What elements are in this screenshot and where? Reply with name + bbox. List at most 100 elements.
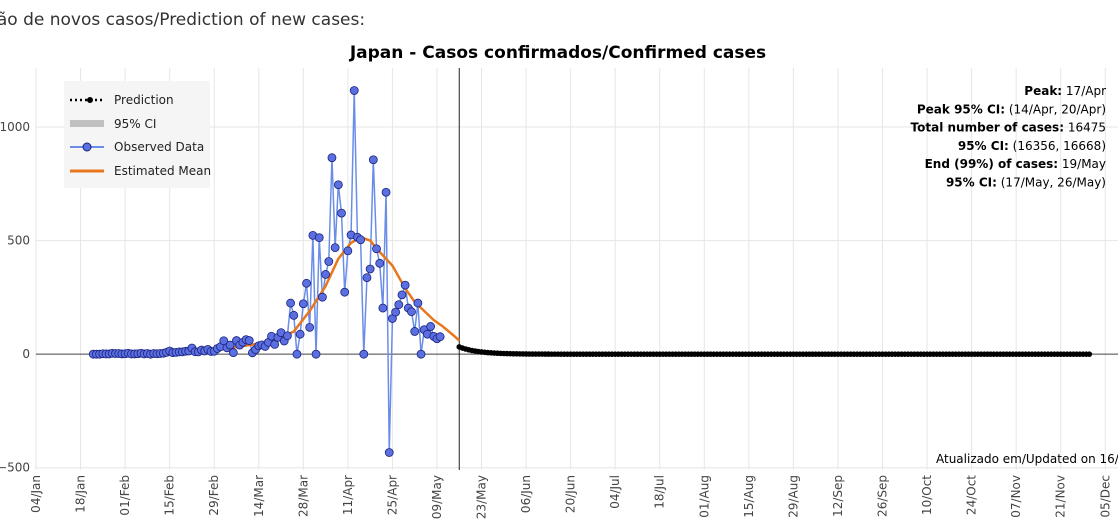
- observed-point: [311, 349, 321, 359]
- observed-point: [292, 349, 302, 359]
- legend-label: Estimated Mean: [114, 164, 211, 178]
- x-tick-label: 28/Mar: [296, 475, 310, 517]
- observed-point: [378, 303, 388, 313]
- x-tick-label: 15/Aug: [742, 475, 756, 518]
- observed-point: [283, 331, 292, 341]
- observed-point: [435, 332, 445, 342]
- x-tick-label: 06/Jun: [519, 475, 533, 513]
- x-tick-label: 10/Oct: [920, 475, 934, 515]
- observed-point: [302, 278, 311, 288]
- x-tick-label: 07/Nov: [1009, 475, 1023, 518]
- observed-point: [407, 307, 416, 317]
- observed-point: [244, 336, 254, 345]
- x-tick-label: 04/Jul: [608, 475, 622, 509]
- x-tick-label: 24/Oct: [965, 475, 979, 515]
- x-tick-label: 05/Dec: [1098, 475, 1112, 518]
- legend-item-estimated: Estimated Mean: [70, 164, 211, 178]
- prediction-point: [1086, 351, 1093, 357]
- observed-point: [343, 246, 353, 256]
- x-tick-label: 23/May: [475, 475, 489, 519]
- legend: Prediction 95% CI Observed Data Estimate…: [64, 81, 211, 188]
- legend-label: Observed Data: [114, 140, 204, 154]
- legend-label: Prediction: [114, 93, 174, 107]
- updated-text: Atualizado em/Updated on 16/Ma: [936, 452, 1118, 466]
- observed-point: [337, 208, 346, 218]
- observed-point: [298, 299, 308, 309]
- x-tick-label: 09/May: [430, 475, 444, 519]
- x-tick-label: 15/Feb: [163, 475, 177, 516]
- x-axis: 04/Jan 18/Jan 01/Feb 15/Feb 29/Feb 14/Mar 28/M…: [29, 475, 1112, 519]
- observed-point: [400, 280, 410, 290]
- observed-point: [365, 264, 375, 274]
- observed-point: [394, 300, 404, 310]
- observed-point: [397, 290, 407, 300]
- info-label: 95% CI:: [946, 176, 997, 190]
- ci-swatch: [70, 120, 104, 127]
- observed-point: [384, 448, 394, 457]
- x-tick-label: 14/Mar: [252, 475, 266, 517]
- observed-point: [327, 153, 337, 163]
- x-tick-label: 11/Apr: [341, 475, 355, 515]
- info-line: Total number of cases: 16475: [911, 121, 1106, 135]
- observed-point: [381, 187, 391, 197]
- observed-point: [270, 340, 280, 349]
- observed-point: [368, 155, 378, 165]
- legend-label: 95% CI: [114, 117, 156, 131]
- observed-point: [413, 298, 423, 308]
- x-tick-label: 18/Jul: [653, 475, 667, 509]
- x-tick-label: 01/Feb: [118, 475, 132, 516]
- observed-point: [314, 233, 324, 243]
- observed-point: [219, 336, 229, 346]
- x-tick-label: 12/Sep: [831, 475, 845, 517]
- y-tick-label: 1000: [0, 120, 30, 134]
- observed-point: [356, 235, 366, 245]
- info-label: Total number of cases:: [911, 121, 1064, 135]
- info-line: End (99%) of cases: 19/May: [925, 157, 1106, 171]
- info-value: 19/May: [1058, 157, 1106, 171]
- observed-point: [416, 349, 426, 359]
- info-line: 95% CI: (16356, 16668): [958, 139, 1106, 153]
- info-value: 16475: [1064, 121, 1106, 135]
- y-tick-label: 0: [22, 347, 30, 361]
- observed-point: [349, 86, 359, 95]
- info-value: (16356, 16668): [1009, 139, 1106, 153]
- observed-point: [305, 322, 315, 332]
- x-tick-label: 25/Apr: [385, 475, 399, 515]
- info-value: (14/Apr, 20/Apr): [1005, 102, 1106, 116]
- y-axis: −500 0 500 1000: [0, 120, 30, 475]
- legend-item-ci: 95% CI: [70, 117, 156, 131]
- y-tick-label: 500: [7, 234, 30, 248]
- observed-point: [359, 349, 369, 359]
- x-tick-label: 29/Aug: [786, 475, 800, 518]
- info-label: Peak:: [1024, 84, 1062, 98]
- observed-point: [295, 329, 305, 339]
- x-tick-label: 01/Aug: [697, 475, 711, 518]
- observed-point: [289, 310, 299, 320]
- gridlines: [35, 68, 1118, 470]
- observed-point: [362, 273, 372, 283]
- info-label: End (99%) of cases:: [925, 157, 1058, 171]
- observed-point: [324, 257, 334, 266]
- y-tick-label: −500: [0, 461, 30, 475]
- section-heading: são de novos casos/Prediction of new cas…: [0, 10, 366, 30]
- observed-point: [330, 243, 340, 253]
- observed-point: [318, 292, 327, 302]
- chart-title: Japan - Casos confirmados/Confirmed case…: [349, 43, 766, 63]
- observed-point: [321, 270, 330, 279]
- info-label: 95% CI:: [958, 139, 1009, 153]
- observed-point: [410, 327, 420, 336]
- prediction-swatch-marker: [87, 97, 93, 103]
- legend-item-prediction: Prediction: [70, 93, 174, 107]
- info-value: 17/Apr: [1062, 84, 1106, 98]
- series-layer: [88, 86, 1093, 457]
- observed-point: [372, 244, 381, 254]
- observed-swatch-marker: [82, 142, 92, 152]
- x-tick-label: 26/Sep: [876, 475, 890, 517]
- info-line: Peak: 17/Apr: [1024, 84, 1106, 98]
- observed-point: [286, 298, 295, 308]
- observed-point: [375, 258, 385, 268]
- x-tick-label: 29/Feb: [207, 475, 221, 516]
- info-line: Peak 95% CI: (14/Apr, 20/Apr): [917, 102, 1106, 116]
- x-tick-label: 20/Jun: [564, 475, 578, 513]
